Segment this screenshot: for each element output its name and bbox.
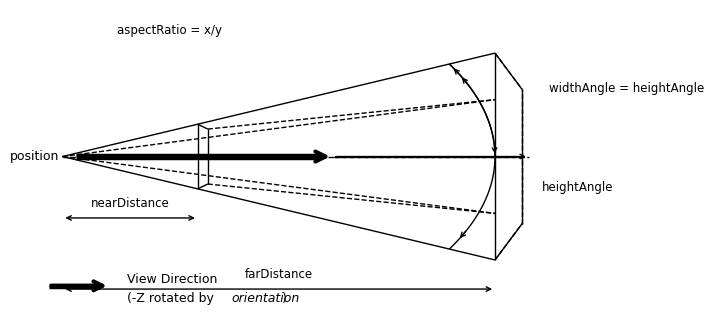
Text: position: position bbox=[9, 150, 59, 163]
Text: farDistance: farDistance bbox=[245, 268, 313, 281]
Text: (-Z rotated by: (-Z rotated by bbox=[127, 292, 218, 305]
Text: nearDistance: nearDistance bbox=[91, 197, 170, 210]
Text: heightAngle: heightAngle bbox=[542, 181, 614, 194]
Text: orientation: orientation bbox=[232, 292, 300, 305]
Text: View Direction: View Direction bbox=[127, 273, 217, 286]
Text: widthAngle = heightAngle: widthAngle = heightAngle bbox=[549, 82, 704, 95]
Text: aspectRatio = x/y: aspectRatio = x/y bbox=[116, 24, 221, 37]
Text: ): ) bbox=[282, 292, 287, 305]
